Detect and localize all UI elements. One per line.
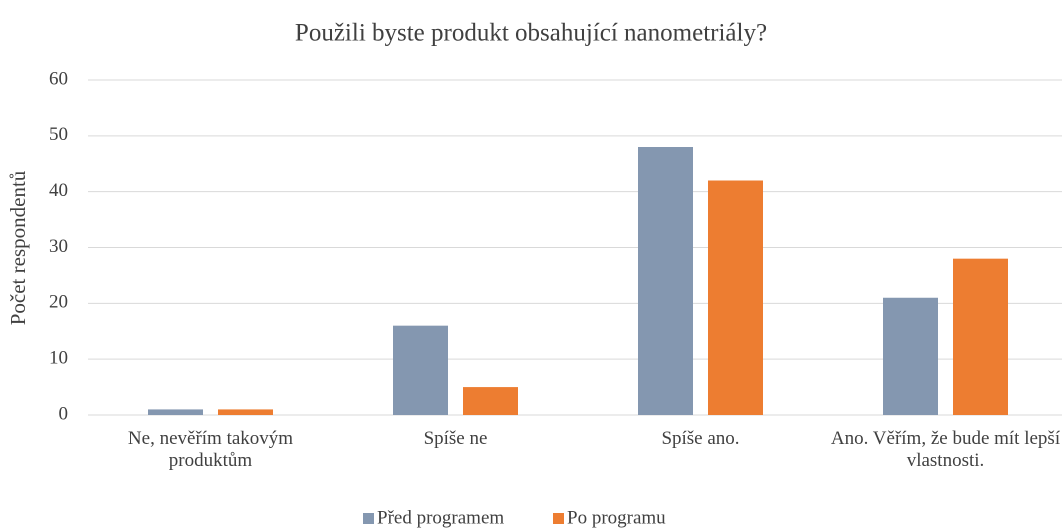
y-tick-label: 20 — [49, 292, 68, 313]
x-tick-label: Ne, nevěřím takovým produktům — [127, 428, 294, 471]
bar — [148, 409, 203, 415]
legend-swatch — [553, 513, 564, 524]
x-tick-label: Ano. Věřím, že bude mít lepší vlastnosti… — [830, 428, 1061, 471]
x-tick-label: Spíše ano. — [661, 428, 740, 449]
y-tick-label: 50 — [49, 124, 68, 145]
y-tick-label: 30 — [49, 236, 68, 257]
x-tick-label: Spíše ne — [423, 428, 488, 449]
y-axis-label: Počet respondentů — [6, 170, 30, 325]
bar — [463, 387, 518, 415]
y-tick-label: 60 — [49, 68, 68, 89]
chart-title: Použili byste produkt obsahující nanomet… — [295, 20, 767, 47]
y-tick-label: 10 — [49, 348, 68, 369]
bar — [708, 180, 763, 415]
bar — [638, 147, 693, 415]
y-tick-label: 0 — [59, 403, 69, 424]
legend-label: Před programem — [377, 507, 504, 528]
bar — [953, 258, 1008, 415]
bar — [883, 297, 938, 415]
legend-swatch — [363, 513, 374, 524]
y-tick-label: 40 — [49, 180, 68, 201]
legend-label: Po programu — [567, 507, 666, 528]
bar — [393, 325, 448, 415]
bar — [218, 409, 273, 415]
